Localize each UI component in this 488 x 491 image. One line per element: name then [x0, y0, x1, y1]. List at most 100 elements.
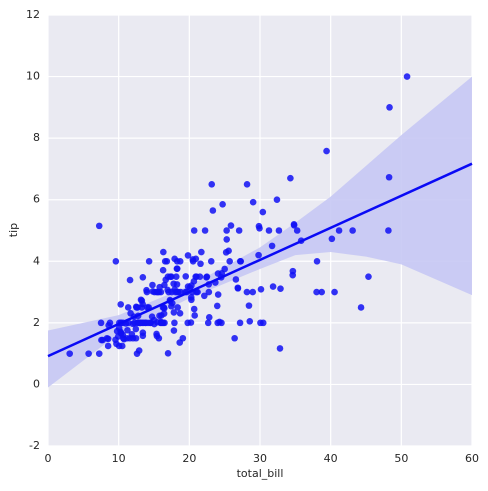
data-point — [161, 281, 168, 289]
data-point — [243, 181, 251, 188]
data-point — [203, 273, 210, 281]
data-point — [170, 327, 178, 334]
x-tick-label: 60 — [465, 452, 479, 465]
data-point — [132, 334, 140, 342]
data-point — [191, 312, 199, 319]
data-point — [99, 336, 106, 344]
data-point — [313, 288, 320, 296]
data-point — [277, 285, 284, 292]
data-point — [139, 273, 147, 281]
data-point — [160, 310, 168, 317]
data-point — [192, 273, 199, 280]
data-point — [120, 335, 128, 343]
data-point — [147, 319, 154, 327]
data-point — [269, 283, 277, 290]
data-point — [249, 198, 257, 206]
data-point — [95, 222, 103, 230]
y-tick-label: 8 — [33, 131, 40, 144]
data-point — [226, 257, 233, 265]
x-tick-label: 10 — [112, 452, 126, 465]
data-point — [177, 288, 185, 296]
data-point — [290, 221, 298, 229]
data-point — [328, 235, 336, 243]
data-point — [289, 267, 297, 275]
data-point — [201, 292, 208, 300]
data-point — [318, 288, 325, 296]
data-point — [171, 319, 178, 327]
data-point — [66, 350, 73, 357]
data-point — [161, 257, 169, 265]
data-point — [176, 310, 184, 317]
data-point — [209, 207, 217, 214]
data-point — [287, 174, 294, 182]
data-point — [189, 257, 197, 265]
data-point — [323, 147, 330, 155]
data-point — [335, 227, 343, 234]
data-point — [138, 304, 146, 311]
data-point — [245, 302, 253, 309]
data-point — [231, 334, 238, 342]
y-tick-label: 2 — [33, 316, 40, 329]
data-point — [257, 286, 265, 293]
data-point — [164, 350, 172, 357]
data-point — [205, 314, 213, 321]
x-tick-label: 0 — [45, 452, 52, 465]
data-point — [198, 248, 205, 256]
data-point — [403, 73, 411, 80]
data-point — [275, 227, 283, 234]
data-point — [168, 288, 176, 296]
x-tick-label: 30 — [253, 452, 267, 465]
y-tick-label: 12 — [26, 8, 40, 21]
data-point — [154, 288, 162, 296]
data-point — [184, 252, 192, 259]
data-point — [204, 319, 212, 327]
data-point — [331, 288, 338, 296]
data-point — [187, 294, 195, 301]
data-point — [255, 222, 263, 230]
y-tick-label: 4 — [33, 254, 40, 267]
data-point — [365, 273, 372, 280]
data-point — [117, 301, 125, 308]
data-point — [313, 257, 321, 265]
data-point — [168, 273, 175, 280]
data-point — [223, 236, 231, 243]
data-point — [222, 249, 230, 256]
x-tick-label: 20 — [182, 452, 196, 465]
data-point — [124, 304, 132, 311]
data-point — [243, 288, 251, 296]
data-point — [190, 305, 198, 313]
data-point — [349, 227, 356, 234]
data-point — [223, 227, 230, 234]
data-point — [357, 304, 365, 311]
x-axis-label: total_bill — [237, 467, 284, 480]
data-point — [155, 334, 163, 342]
x-tick-label: 50 — [394, 452, 408, 465]
data-point — [197, 260, 204, 268]
regression-line — [47, 162, 473, 358]
data-point — [145, 257, 153, 265]
data-point — [213, 302, 221, 310]
data-point — [259, 208, 267, 216]
data-point — [126, 334, 134, 342]
data-point — [159, 266, 167, 274]
data-point — [205, 288, 213, 296]
data-point — [176, 339, 184, 346]
data-point — [176, 257, 184, 265]
data-point — [149, 281, 156, 289]
data-point — [172, 273, 180, 280]
data-point — [273, 196, 281, 204]
data-point — [208, 181, 216, 188]
data-point — [214, 319, 221, 327]
data-point — [115, 342, 123, 350]
data-point — [154, 318, 161, 326]
data-point — [293, 227, 301, 234]
data-point — [190, 227, 198, 234]
y-tick-label: -2 — [29, 439, 40, 452]
data-point — [174, 304, 181, 311]
data-point — [201, 227, 209, 234]
data-point — [104, 342, 112, 350]
data-point — [148, 313, 156, 321]
data-point — [85, 350, 92, 357]
